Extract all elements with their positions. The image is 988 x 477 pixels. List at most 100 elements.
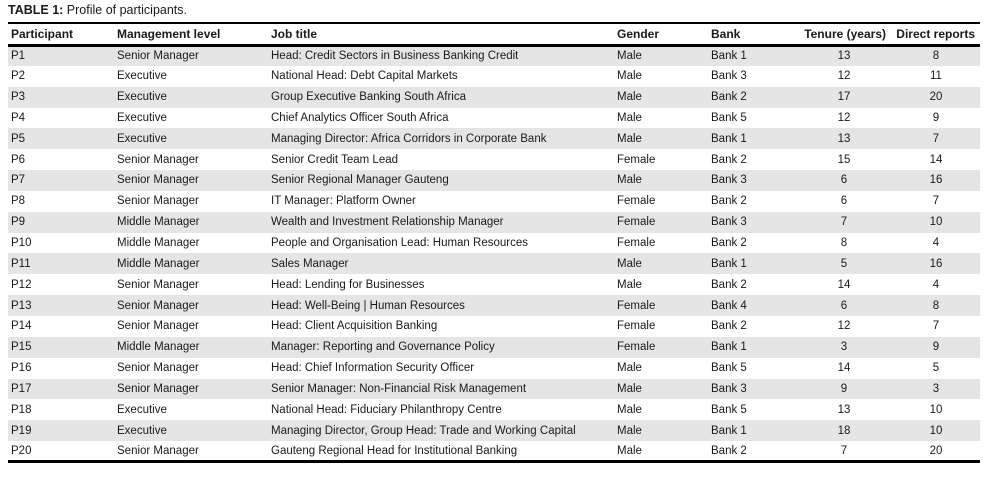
cell-job-title: Head: Credit Sectors in Business Banking… <box>271 50 519 63</box>
cell-job-title: Wealth and Investment Relationship Manag… <box>271 216 504 229</box>
cell-participant: P20 <box>11 444 32 457</box>
cell-bank: Bank 1 <box>711 424 747 437</box>
column-header-tenure: Tenure (years) <box>804 26 886 41</box>
cell-direct-reports: 16 <box>929 174 943 187</box>
cell-bank: Bank 1 <box>711 341 747 354</box>
cell-tenure: 13 <box>837 132 851 145</box>
cell-direct-reports: 9 <box>932 341 940 354</box>
cell-participant: P18 <box>11 403 32 416</box>
cell-job-title: Head: Client Acquisition Banking <box>271 320 438 333</box>
participants-table: Participant Management level Job title G… <box>8 22 980 464</box>
column-header-management-level: Management level <box>117 26 221 41</box>
cell-gender: Male <box>617 70 642 83</box>
cell-participant: P10 <box>11 237 32 250</box>
cell-participant: P1 <box>11 50 26 63</box>
cell-management-level: Senior Manager <box>117 382 199 395</box>
cell-direct-reports: 7 <box>932 132 940 145</box>
cell-tenure: 6 <box>840 195 848 208</box>
cell-gender: Male <box>617 424 642 437</box>
cell-job-title: National Head: Debt Capital Markets <box>271 70 458 83</box>
cell-participant: P12 <box>11 278 32 291</box>
table-row: P5 Executive Managing Director: Africa C… <box>8 128 980 150</box>
cell-management-level: Executive <box>117 403 167 416</box>
cell-management-level: Senior Manager <box>117 362 199 375</box>
cell-management-level: Executive <box>117 111 167 124</box>
cell-participant: P4 <box>11 111 26 124</box>
cell-job-title: Senior Regional Manager Gauteng <box>271 174 449 187</box>
cell-participant: P15 <box>11 341 32 354</box>
cell-participant: P2 <box>11 70 26 83</box>
cell-gender: Male <box>617 174 642 187</box>
cell-management-level: Middle Manager <box>117 216 200 229</box>
cell-tenure: 6 <box>840 174 848 187</box>
cell-management-level: Executive <box>117 70 167 83</box>
table-row: P12 Senior Manager Head: Lending for Bus… <box>8 274 980 295</box>
cell-tenure: 13 <box>837 50 851 63</box>
cell-job-title: Head: Well-Being | Human Resources <box>271 299 465 312</box>
cell-bank: Bank 1 <box>711 132 747 145</box>
table-title: TABLE 1: Profile of participants. <box>8 3 980 18</box>
cell-bank: Bank 2 <box>711 237 747 250</box>
cell-job-title: Chief Analytics Officer South Africa <box>271 111 449 124</box>
cell-management-level: Senior Manager <box>117 153 199 166</box>
column-header-bank: Bank <box>711 26 741 41</box>
cell-job-title: Managing Director, Group Head: Trade and… <box>271 424 576 437</box>
cell-management-level: Senior Manager <box>117 299 199 312</box>
table-row: P9 Middle Manager Wealth and Investment … <box>8 211 980 233</box>
cell-management-level: Middle Manager <box>117 257 200 270</box>
cell-direct-reports: 7 <box>932 195 940 208</box>
cell-direct-reports: 10 <box>929 424 943 437</box>
cell-tenure: 12 <box>837 111 851 124</box>
cell-bank: Bank 5 <box>711 111 747 124</box>
table-row: P6 Senior Manager Senior Credit Team Lea… <box>8 149 980 170</box>
cell-participant: P8 <box>11 195 26 208</box>
cell-gender: Male <box>617 50 642 63</box>
cell-gender: Male <box>617 403 642 416</box>
cell-participant: P3 <box>11 91 26 104</box>
cell-tenure: 7 <box>840 444 848 457</box>
cell-gender: Male <box>617 382 642 395</box>
cell-direct-reports: 7 <box>932 320 940 333</box>
cell-job-title: Head: Chief Information Security Officer <box>271 362 475 375</box>
cell-job-title: Senior Credit Team Lead <box>271 153 398 166</box>
cell-bank: Bank 3 <box>711 382 747 395</box>
cell-management-level: Senior Manager <box>117 50 199 63</box>
cell-gender: Female <box>617 341 656 354</box>
cell-participant: P19 <box>11 424 32 437</box>
table-row: P15 Middle Manager Manager: Reporting an… <box>8 336 980 358</box>
cell-participant: P13 <box>11 299 32 312</box>
table-row: P4 Executive Chief Analytics Officer Sou… <box>8 108 980 129</box>
cell-tenure: 5 <box>840 257 848 270</box>
cell-gender: Female <box>617 195 656 208</box>
cell-gender: Male <box>617 257 642 270</box>
cell-job-title: Sales Manager <box>271 257 349 270</box>
cell-direct-reports: 16 <box>929 257 943 270</box>
cell-gender: Female <box>617 237 656 250</box>
cell-bank: Bank 2 <box>711 153 747 166</box>
column-header-job-title: Job title <box>271 26 318 41</box>
cell-direct-reports: 10 <box>929 403 943 416</box>
cell-tenure: 7 <box>840 216 848 229</box>
table-header: Participant Management level Job title G… <box>8 23 980 45</box>
cell-tenure: 14 <box>837 278 851 291</box>
table-row: P11 Middle Manager Sales Manager Male Ba… <box>8 253 980 275</box>
cell-participant: P5 <box>11 132 26 145</box>
cell-bank: Bank 2 <box>711 320 747 333</box>
cell-gender: Female <box>617 299 656 312</box>
cell-direct-reports: 10 <box>929 216 943 229</box>
cell-gender: Male <box>617 91 642 104</box>
cell-job-title: Group Executive Banking South Africa <box>271 91 466 104</box>
cell-direct-reports: 8 <box>932 50 940 63</box>
cell-job-title: IT Manager: Platform Owner <box>271 195 416 208</box>
cell-tenure: 3 <box>840 341 848 354</box>
cell-direct-reports: 11 <box>930 70 942 83</box>
cell-gender: Female <box>617 153 656 166</box>
cell-direct-reports: 4 <box>932 278 940 291</box>
cell-job-title: Head: Lending for Businesses <box>271 278 425 291</box>
cell-tenure: 12 <box>837 70 851 83</box>
cell-bank: Bank 4 <box>711 299 747 312</box>
cell-management-level: Senior Manager <box>117 278 199 291</box>
cell-gender: Male <box>617 278 642 291</box>
cell-job-title: Managing Director: Africa Corridors in C… <box>271 132 547 145</box>
